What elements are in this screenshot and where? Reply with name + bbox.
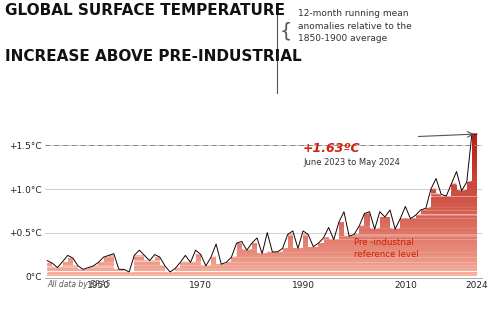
Text: All data by ERA5: All data by ERA5 <box>47 280 111 289</box>
Text: {: { <box>280 21 292 40</box>
Text: GLOBAL SURFACE TEMPERATURE: GLOBAL SURFACE TEMPERATURE <box>5 3 285 18</box>
Text: June 2023 to May 2024: June 2023 to May 2024 <box>303 158 400 167</box>
Text: Pre -industrial
reference level: Pre -industrial reference level <box>354 238 419 259</box>
Text: +1.63ºC: +1.63ºC <box>303 142 361 155</box>
Text: 12-month running mean
anomalies relative to the
1850-1900 average: 12-month running mean anomalies relative… <box>298 9 412 43</box>
Text: INCREASE ABOVE PRE-INDUSTRIAL: INCREASE ABOVE PRE-INDUSTRIAL <box>5 49 302 65</box>
